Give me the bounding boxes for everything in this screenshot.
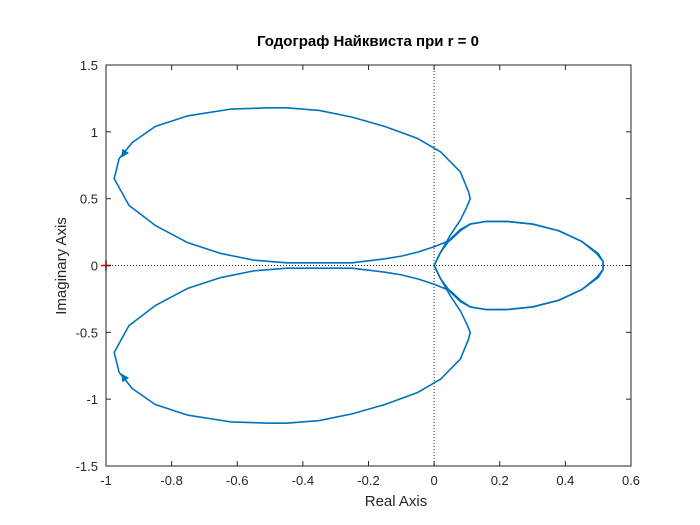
x-ticks: -1 -0.8 -0.6 -0.4 -0.2 0 0.2 0.4 0.6 <box>100 65 640 488</box>
y-tick-label: 1 <box>91 125 98 140</box>
chart-title: Годограф Найквиста при r = 0 <box>257 33 479 50</box>
x-tick-label: -0.4 <box>292 473 314 488</box>
y-tick-label: 0 <box>91 259 98 274</box>
x-tick-label: -0.8 <box>160 473 182 488</box>
x-tick-label: 0.2 <box>491 473 509 488</box>
x-tick-label: -1 <box>100 473 112 488</box>
x-tick-label: -0.2 <box>357 473 379 488</box>
direction-arrow <box>121 373 130 383</box>
x-tick-label: -0.6 <box>226 473 248 488</box>
y-ticks: 1.5 1 0.5 0 -0.5 -1 -1.5 <box>76 58 631 474</box>
nyquist-curve-upper <box>113 106 604 311</box>
direction-arrows <box>121 148 130 383</box>
x-tick-label: 0.6 <box>622 473 640 488</box>
direction-arrow <box>121 148 130 158</box>
x-tick-label: 0 <box>431 473 438 488</box>
y-tick-label: 1.5 <box>80 58 98 73</box>
nyquist-curves <box>113 106 604 425</box>
y-tick-label: -1.5 <box>76 459 98 474</box>
x-axis-label: Real Axis <box>365 493 428 510</box>
y-tick-label: -1 <box>86 392 98 407</box>
y-tick-label: 0.5 <box>80 192 98 207</box>
x-tick-label: 0.4 <box>556 473 574 488</box>
y-tick-label: -0.5 <box>76 325 98 340</box>
zero-lines <box>106 65 631 466</box>
y-axis-label: Imaginary Axis <box>53 217 70 315</box>
